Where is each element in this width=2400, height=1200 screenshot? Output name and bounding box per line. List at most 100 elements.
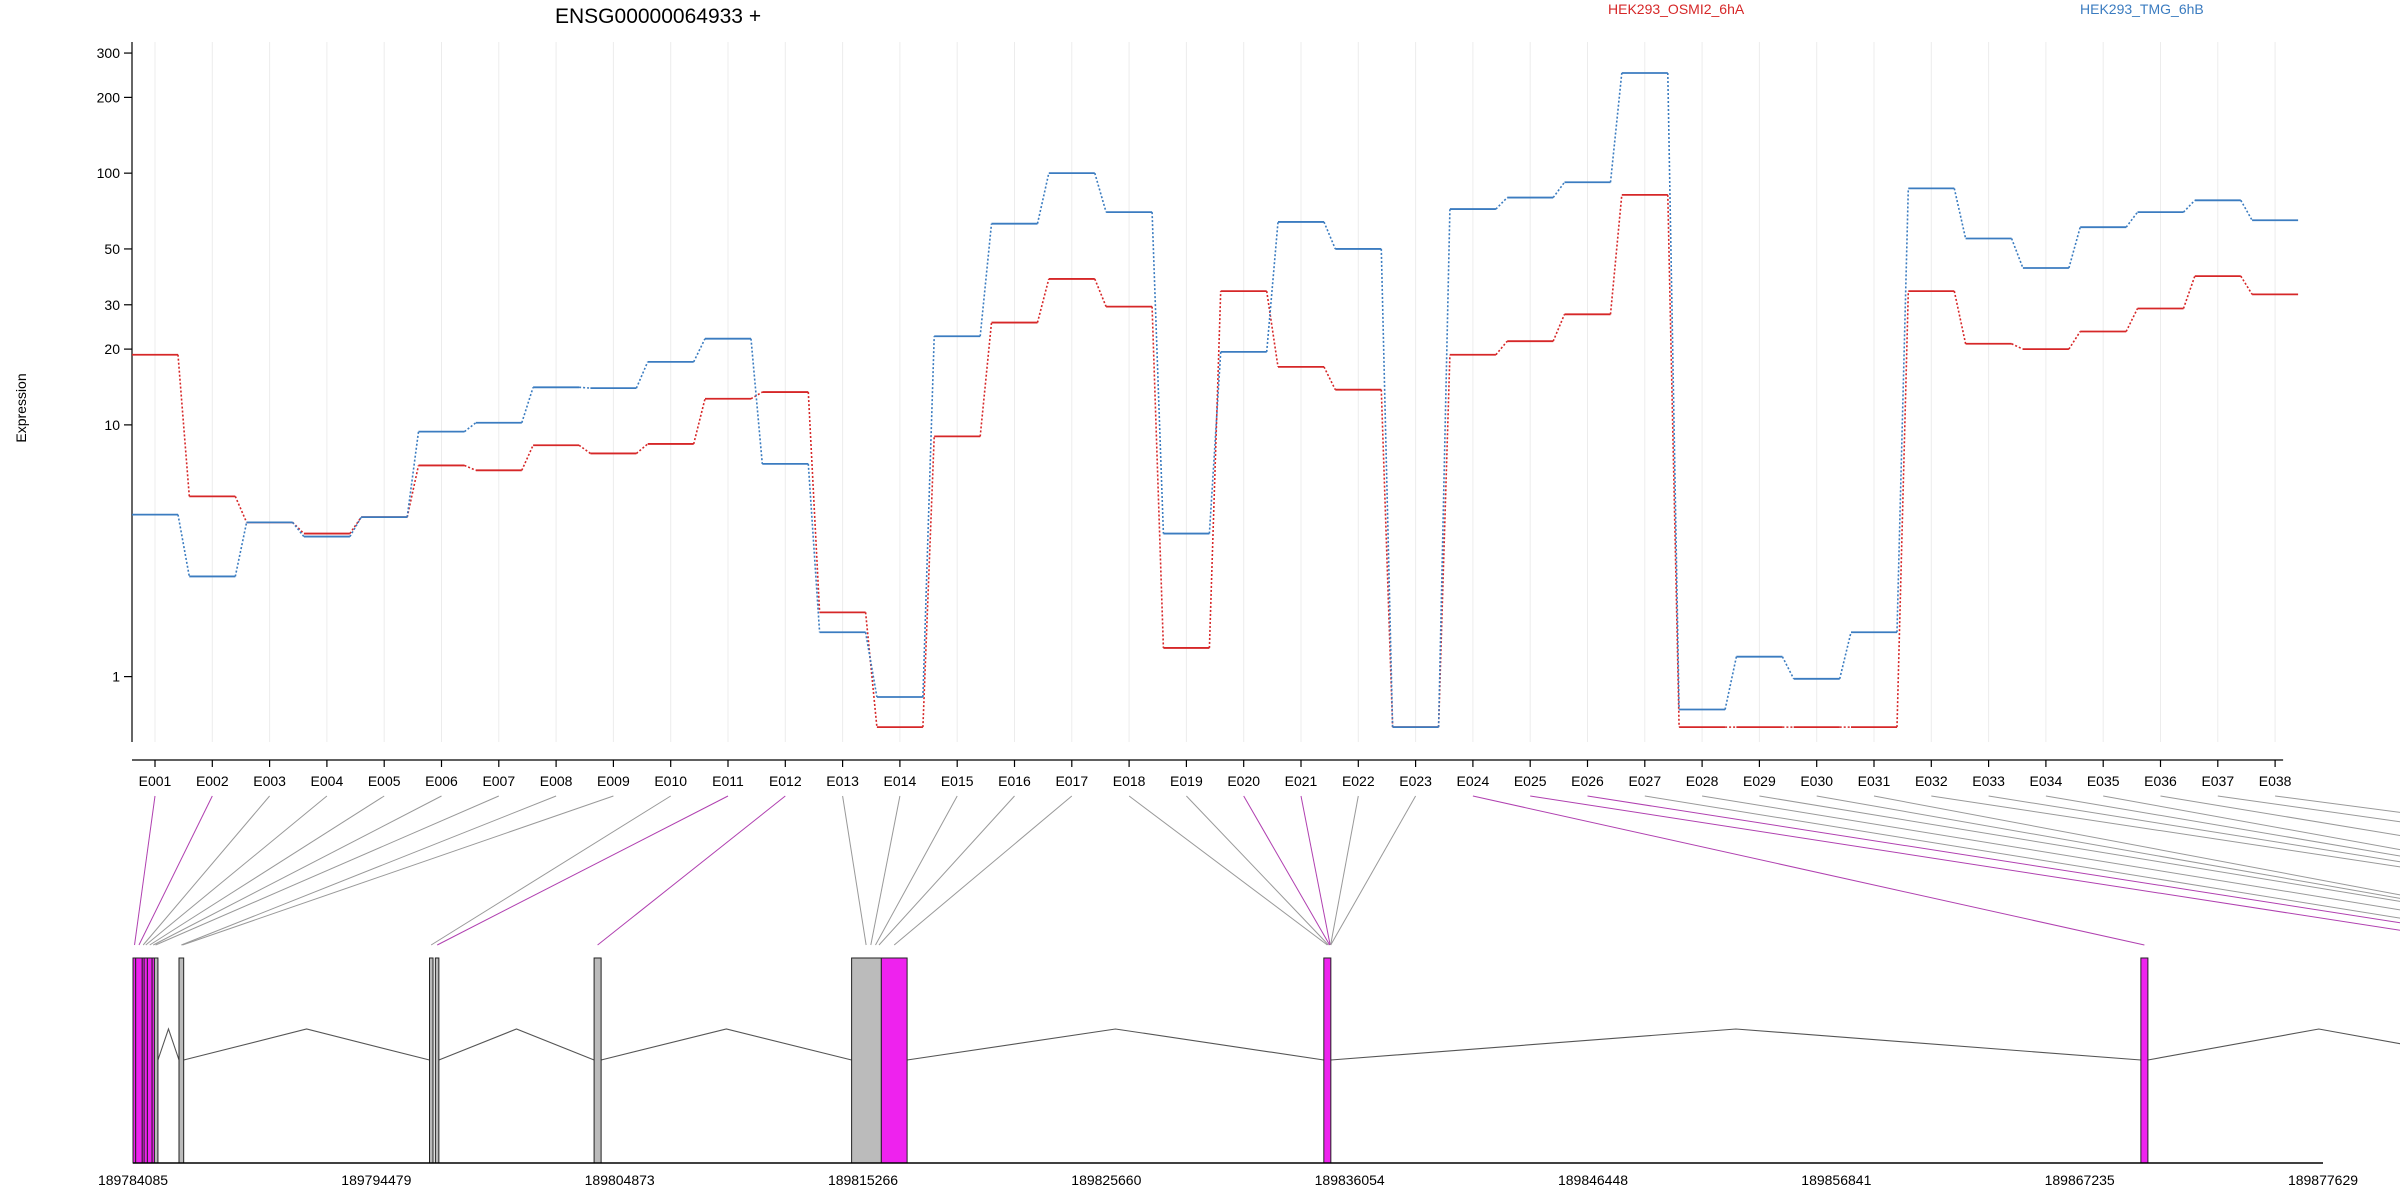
genomic-coordinate-label: 189815266 (828, 1172, 898, 1188)
exon-link (1186, 795, 1329, 946)
connector (692, 338, 706, 363)
exon-label: E034 (2030, 773, 2063, 789)
connector (1437, 209, 1451, 728)
exon-box (851, 957, 882, 1164)
exon-label: E002 (196, 773, 229, 789)
exon-link (437, 795, 729, 946)
exon-label: E020 (1227, 773, 1260, 789)
connector (1323, 221, 1337, 250)
gene-model (132, 957, 2400, 1164)
genomic-coordinate-label: 189846448 (1558, 1172, 1628, 1188)
exon-label: E032 (1915, 773, 1948, 789)
exon-label: E028 (1686, 773, 1719, 789)
connector (2240, 275, 2253, 295)
exon-label: E001 (139, 773, 172, 789)
genomic-coordinate-label: 189856841 (1801, 1172, 1871, 1188)
connector (1495, 196, 1508, 210)
connector (1323, 366, 1337, 391)
exon-link (2160, 795, 2400, 836)
exon-label: E033 (1972, 773, 2005, 789)
connector (1208, 351, 1222, 534)
exon-label: E019 (1170, 773, 1203, 789)
genomic-coordinate-label: 189784085 (98, 1172, 168, 1188)
connector (1896, 188, 1910, 633)
connector (1151, 212, 1165, 534)
exon-link (1931, 795, 2400, 868)
x-axis: E001 E002 E003 E004 E005 E006 E007 E008 E009 E010… (132, 759, 2292, 789)
exon-link (1587, 795, 2400, 924)
exon-label: E004 (311, 773, 344, 789)
connector (1667, 72, 1680, 710)
connector (1667, 194, 1680, 728)
exon-link (138, 795, 213, 946)
exon-label: E008 (540, 773, 573, 789)
exon-label: E027 (1628, 773, 1661, 789)
exon-link (1530, 795, 2400, 931)
connector (922, 336, 935, 698)
genomic-coordinate-label: 189825660 (1071, 1172, 1141, 1188)
connector (1380, 389, 1394, 728)
exon-link (1330, 795, 1359, 946)
connector (1094, 172, 1107, 213)
connector (1265, 221, 1279, 352)
connector (464, 422, 477, 433)
exon-link (2045, 795, 2400, 857)
y-tick-label: 100 (97, 165, 121, 181)
exon-link (430, 795, 671, 946)
exon-label: E022 (1342, 773, 1375, 789)
exon-label: E018 (1113, 773, 1146, 789)
connector (635, 443, 649, 455)
exon-link (870, 795, 901, 946)
connector (1781, 656, 1795, 680)
exon-label: E009 (597, 773, 630, 789)
vertical-gridlines (154, 42, 2276, 742)
y-tick-label: 20 (104, 341, 120, 357)
connector (579, 386, 591, 389)
exon-link (1300, 795, 1331, 946)
exon-box (593, 957, 602, 1164)
connector (291, 521, 305, 538)
exon-label: E035 (2087, 773, 2120, 789)
connector (578, 444, 591, 455)
exon-link (1330, 795, 1417, 946)
exon-link (1759, 795, 2400, 902)
connector (234, 496, 248, 523)
exon-label: E011 (712, 773, 744, 789)
connector (1838, 632, 1852, 680)
exon-label: E015 (941, 773, 974, 789)
legend-entry-series-1: HEK293_OSMI2_6hA (1608, 1, 1745, 17)
connector (1208, 291, 1222, 648)
exon-link (142, 795, 270, 946)
y-tick-label: 200 (97, 89, 121, 105)
exon-link (1702, 795, 2400, 911)
exon-label: E003 (253, 773, 286, 789)
connector (406, 431, 420, 518)
exon-link (893, 795, 1073, 946)
exon-link (1873, 795, 2400, 896)
connector (2182, 199, 2196, 213)
y-tick-label: 30 (104, 297, 120, 313)
connector (1953, 290, 1967, 344)
connector (521, 387, 534, 423)
connector (922, 436, 935, 728)
exon-label: E012 (769, 773, 802, 789)
exon-label: E014 (884, 773, 917, 789)
connector (2125, 211, 2139, 228)
connector (635, 361, 649, 389)
exon-box (429, 957, 434, 1164)
exon-link (145, 795, 328, 946)
series-2 (132, 72, 2299, 729)
connector (979, 322, 993, 437)
legend-entry-series-2: HEK293_TMG_6hB (2080, 1, 2204, 17)
connector (692, 398, 706, 445)
genomic-axis: 189784085 189794479 189804873 189815266 1898… (98, 1162, 2358, 1188)
connector (292, 521, 305, 535)
connector (1552, 313, 1566, 342)
y-axis: 1 10 20 30 50 100 200 300 (97, 42, 133, 742)
exon-label: E013 (826, 773, 859, 789)
exon-link (1644, 795, 2400, 919)
intron (157, 1027, 180, 1061)
exon-box (2140, 957, 2149, 1164)
connector (2011, 343, 2024, 350)
